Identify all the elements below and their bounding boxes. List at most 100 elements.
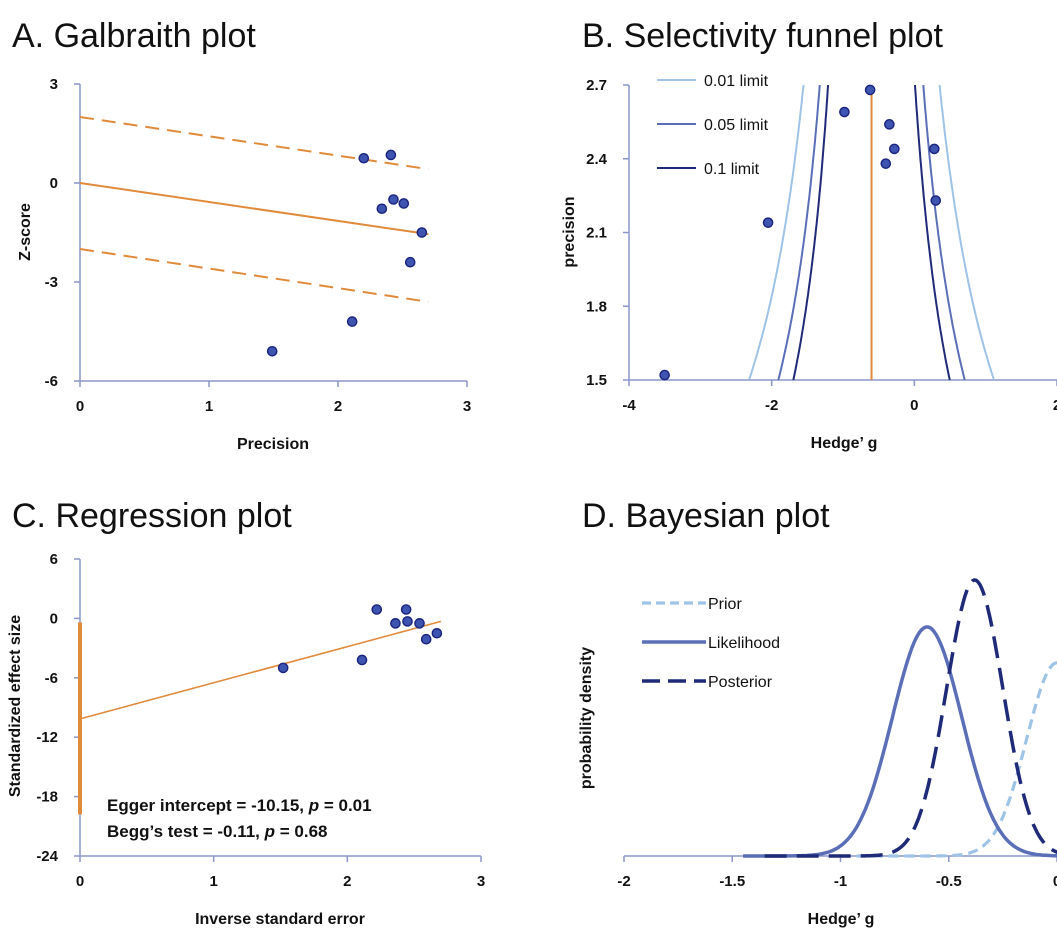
annotation-part: = 0.68	[275, 822, 327, 841]
y-tick-label: 3	[50, 76, 58, 93]
panel-title: C. Regression plot	[12, 497, 292, 535]
data-point	[930, 195, 942, 206]
data-point	[385, 149, 397, 161]
funnel-limit-curve	[913, 85, 951, 380]
x-axis-label: Inverse standard error	[195, 911, 365, 928]
data-point	[402, 616, 413, 627]
y-axis-label: precision	[561, 196, 578, 267]
annotation-part: p	[308, 796, 319, 815]
panel-d: D. Bayesian plot -2 -1.5 -1 -0.5 0 Hedge’ g pro…	[578, 497, 1057, 928]
data-point	[839, 106, 850, 118]
annotation-part: Egger intercept = -10.15,	[107, 796, 309, 815]
y-tick-label: -18	[36, 789, 58, 806]
x-tick-label: 2	[1053, 397, 1057, 414]
legend-label: Posterior	[708, 674, 773, 691]
data-point	[266, 345, 278, 357]
data-point	[864, 84, 876, 96]
y-tick-label: -12	[36, 729, 58, 746]
x-axis-label: Precision	[237, 436, 309, 453]
data-point	[404, 256, 416, 268]
y-tick-label: 0	[50, 175, 58, 192]
funnel-limit-curve	[922, 85, 966, 380]
density-curve-posterior	[764, 578, 1057, 858]
data-point	[416, 227, 428, 238]
legend: Prior Likelihood Posterior	[642, 596, 780, 691]
data-point	[431, 627, 443, 639]
legend-label: Likelihood	[708, 635, 780, 652]
x-tick-label: 3	[463, 398, 471, 415]
data-point	[346, 316, 358, 327]
y-axis-label: probability density	[578, 647, 595, 789]
data-point	[356, 654, 368, 666]
data-point	[388, 194, 399, 205]
data-point	[929, 143, 940, 155]
data-point	[880, 158, 892, 169]
y-tick-label: 0	[50, 610, 58, 627]
data-point	[358, 152, 370, 164]
data-point	[659, 369, 670, 381]
y-tick-label: 2.4	[586, 151, 608, 168]
y-tick-label: -6	[45, 373, 58, 390]
begg-annotation: Begg’s test = -0.11, p = 0.68	[107, 822, 328, 841]
legend-label: 0.05 limit	[704, 117, 769, 134]
x-tick-label: 0	[1053, 873, 1057, 890]
data-point	[398, 198, 410, 209]
data-point	[277, 662, 289, 674]
panel-b: B. Selectivity funnel plot -4 -2 0 2 1.5 1.8 2.…	[561, 17, 1057, 452]
x-axis-label: Hedge’ g	[808, 911, 875, 928]
legend: 0.01 limit 0.05 limit 0.1 limit	[657, 73, 769, 178]
data-point	[889, 143, 900, 155]
y-tick-label: 6	[50, 551, 58, 568]
confidence-band-line	[79, 116, 429, 171]
y-axis-label: Standardized effect size	[7, 615, 24, 797]
confidence-band-line	[79, 248, 429, 303]
panel-a: A. Galbraith plot 0 1 2 3 -6 -3 0 3 Precision Z-sc…	[12, 17, 471, 453]
y-axis-label: Z-score	[17, 203, 34, 261]
annotation-part: Begg’s test = -0.11,	[107, 822, 265, 841]
x-tick-label: 3	[477, 873, 485, 890]
annotation-part: = 0.01	[319, 796, 371, 815]
y-tick-label: 1.8	[586, 298, 607, 315]
x-tick-label: 0	[76, 873, 84, 890]
regression-line	[79, 620, 442, 720]
y-tick-label: 2.7	[586, 77, 607, 94]
funnel-limit-curve	[777, 85, 821, 380]
x-tick-label: -2	[617, 873, 630, 890]
legend-label: 0.01 limit	[704, 73, 769, 90]
data-point	[420, 633, 432, 645]
panel-title: B. Selectivity funnel plot	[582, 17, 944, 55]
x-tick-label: -1	[834, 873, 847, 890]
annotation-part: p	[264, 822, 275, 841]
regression-line	[79, 182, 429, 236]
funnel-limit-curve	[748, 85, 805, 380]
legend-label: 0.1 limit	[704, 161, 760, 178]
x-tick-label: -2	[765, 397, 778, 414]
x-tick-label: 1	[205, 398, 213, 415]
data-point	[400, 604, 412, 615]
x-tick-label: -1.5	[719, 873, 745, 890]
density-curve-prior	[840, 661, 1057, 858]
y-tick-label: -24	[36, 848, 58, 865]
funnel-limit-curve	[792, 85, 830, 380]
data-point	[884, 119, 895, 130]
legend-label: Prior	[708, 596, 742, 613]
data-point	[762, 217, 774, 228]
data-point	[371, 604, 383, 615]
x-tick-label: 2	[343, 873, 351, 890]
egger-annotation: Egger intercept = -10.15, p = 0.01	[107, 796, 372, 815]
panel-c: C. Regression plot 0 1 2 3 -24 -18 -12 -6 0 6 Inver…	[7, 497, 485, 928]
y-tick-label: 1.5	[586, 372, 607, 389]
x-tick-label: 2	[334, 398, 342, 415]
density-curve-likelihood	[743, 625, 1057, 858]
x-tick-label: 0	[910, 397, 918, 414]
y-tick-label: -3	[45, 274, 58, 291]
panel-title: D. Bayesian plot	[582, 497, 830, 535]
y-tick-label: -6	[45, 670, 58, 687]
data-point	[390, 618, 401, 629]
x-tick-label: 0	[76, 398, 84, 415]
x-tick-label: -4	[622, 397, 636, 414]
x-axis-label: Hedge’ g	[811, 435, 878, 452]
data-point	[376, 203, 388, 215]
data-point	[414, 618, 425, 629]
